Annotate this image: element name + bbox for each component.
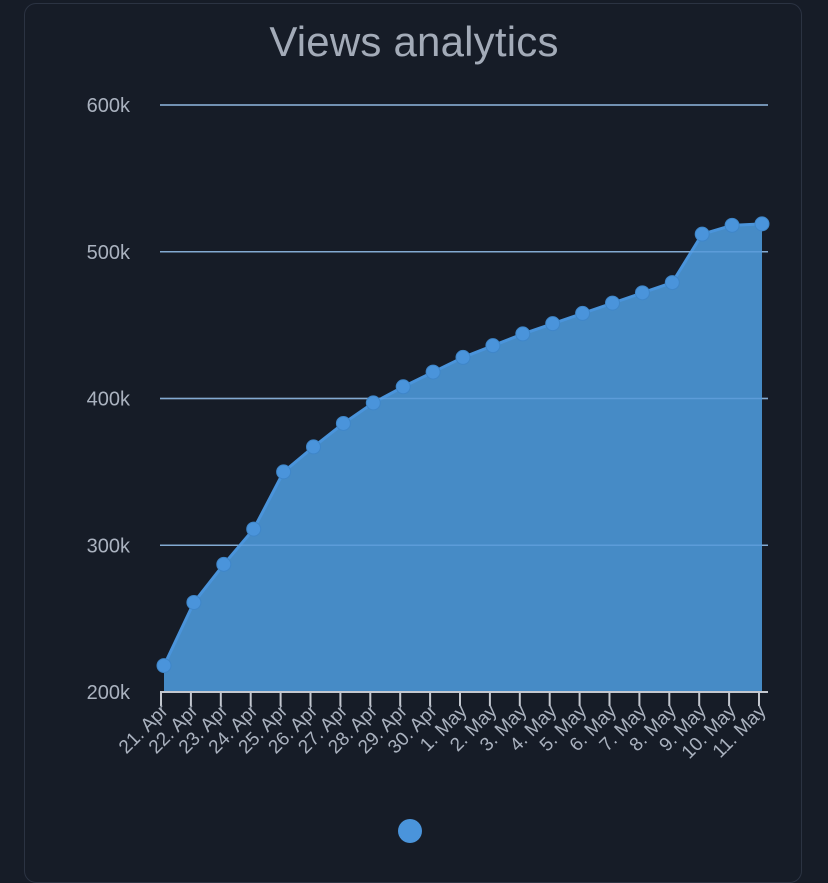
- data-point-30. Apr: [425, 364, 441, 380]
- y-tick-label-500k: 500k: [87, 242, 131, 264]
- data-point-27. Apr: [335, 415, 351, 431]
- legend-dot-icon[interactable]: [398, 819, 422, 843]
- data-point-10. May: [724, 217, 740, 233]
- y-tick-label-600k: 600k: [87, 95, 131, 117]
- data-point-1. May: [455, 349, 471, 365]
- area-fill: [164, 223, 762, 692]
- data-point-23. Apr: [216, 556, 232, 572]
- data-point-25. Apr: [276, 464, 292, 480]
- data-point-2. May: [485, 338, 501, 354]
- y-tick-label-400k: 400k: [87, 389, 131, 411]
- data-point-29. Apr: [395, 379, 411, 395]
- y-tick-label-200k: 200k: [87, 682, 131, 704]
- data-point-24. Apr: [246, 521, 262, 537]
- data-point-11. May: [754, 216, 770, 232]
- data-point-7. May: [634, 285, 650, 301]
- data-point-3. May: [515, 326, 531, 342]
- y-tick-label-300k: 300k: [87, 535, 131, 557]
- data-point-9. May: [694, 226, 710, 242]
- data-point-26. Apr: [306, 439, 321, 455]
- data-point-21. Apr: [156, 658, 172, 674]
- data-point-8. May: [664, 275, 680, 291]
- data-point-5. May: [575, 305, 591, 321]
- chart-title: Views analytics: [269, 18, 559, 65]
- data-point-28. Apr: [365, 395, 381, 411]
- data-point-4. May: [545, 316, 561, 332]
- data-point-6. May: [605, 295, 620, 311]
- data-point-22. Apr: [186, 594, 202, 610]
